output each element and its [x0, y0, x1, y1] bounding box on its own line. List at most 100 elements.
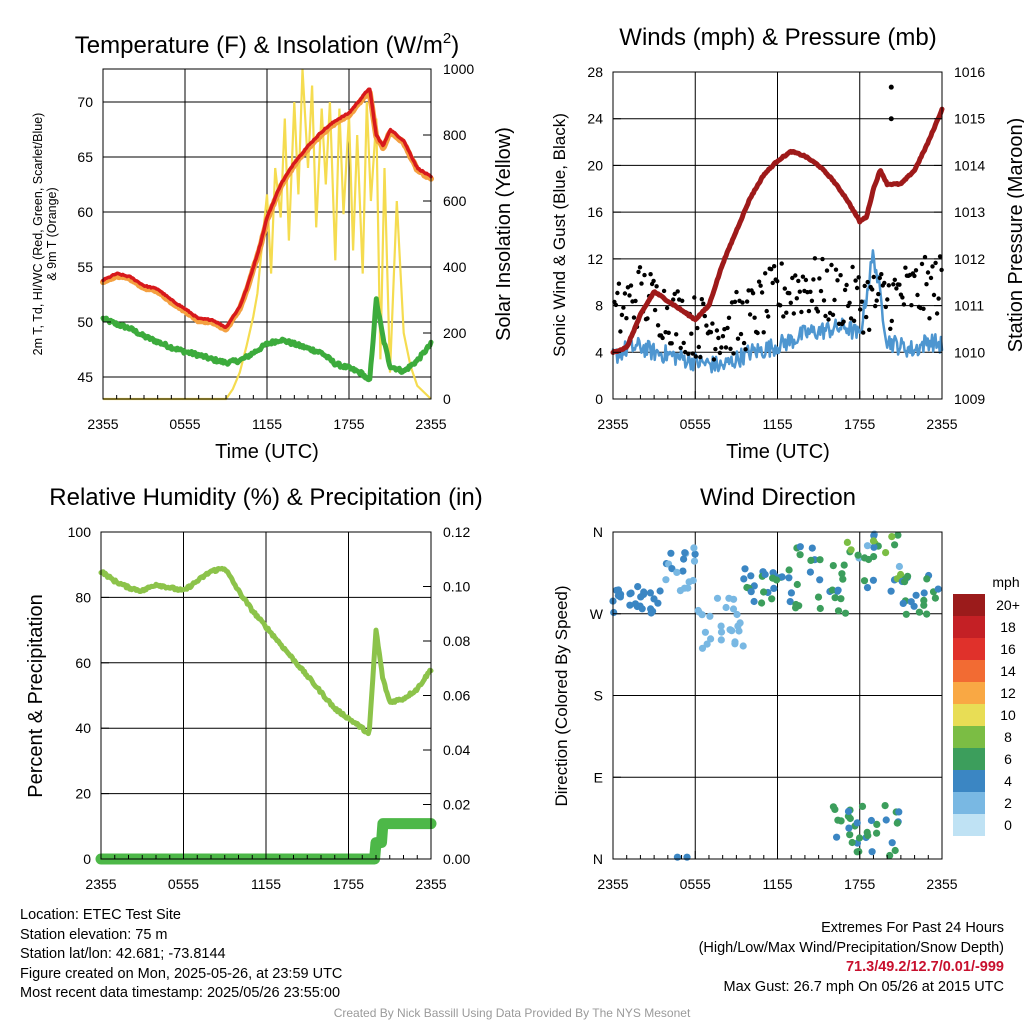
- gust-point: [820, 256, 825, 262]
- direction-point: [792, 604, 800, 612]
- gust-point: [903, 265, 908, 270]
- direction-point: [680, 555, 688, 563]
- gust-point: [744, 299, 750, 304]
- gust-point: [879, 272, 884, 277]
- speed-legend: mph 20+ 18 16 14 12 10 8 6 4 2 0: [953, 574, 1020, 836]
- direction-point: [758, 599, 766, 607]
- y-tick-label: 20: [75, 786, 91, 802]
- direction-point: [854, 551, 862, 559]
- legend-swatch: [953, 814, 985, 836]
- extremes-legend: (High/Low/Max Wind/Precipitation/Snow De…: [698, 939, 1004, 956]
- series-2m-temperature: [101, 87, 433, 330]
- gust-point: [930, 264, 935, 269]
- y-tick-label: 80: [75, 589, 91, 605]
- gust-point: [809, 298, 815, 303]
- gust-point: [799, 309, 804, 315]
- gust-point: [666, 330, 671, 335]
- direction-point: [750, 582, 758, 590]
- direction-point: [668, 565, 676, 573]
- direction-point: [886, 851, 894, 860]
- gust-point: [758, 283, 763, 288]
- direction-point: [698, 644, 707, 652]
- credit-line: Created By Nick Bassill Using Data Provi…: [333, 1006, 691, 1020]
- y-right-tick-label: 800: [443, 127, 467, 143]
- gust-point: [865, 279, 870, 285]
- recent-timestamp: Most recent data timestamp: 2025/05/26 2…: [20, 985, 341, 1002]
- gust-point: [883, 304, 888, 310]
- legend-swatch: [953, 770, 985, 792]
- gust-point: [752, 315, 757, 320]
- x-tick-label: 0555: [680, 876, 711, 892]
- gust-point: [734, 289, 739, 295]
- station-elevation: Station elevation: 75 m: [20, 926, 168, 943]
- gust-point: [615, 290, 620, 296]
- gust-point: [790, 275, 795, 281]
- gust-point: [853, 278, 858, 283]
- gust-point: [654, 284, 659, 289]
- gust-point: [693, 354, 698, 359]
- direction-point: [853, 819, 861, 827]
- gust-point: [915, 292, 920, 298]
- gust-point: [889, 318, 894, 324]
- gust-point: [714, 328, 720, 333]
- gust-point: [719, 345, 724, 350]
- gust-point: [928, 275, 934, 281]
- y-tick-label: 40: [75, 720, 91, 736]
- gust-point: [755, 330, 760, 336]
- wind-direction-panel: Wind Direction 2355 0555 1155 1755 2355 N E S W N…: [552, 484, 1020, 892]
- gust-point: [639, 281, 644, 286]
- direction-point: [796, 551, 804, 559]
- gust-point: [664, 305, 670, 311]
- gust-point: [803, 277, 809, 283]
- direction-point: [816, 604, 824, 613]
- direction-point: [614, 592, 623, 600]
- temperature-marks: [100, 68, 434, 401]
- direction-point: [673, 568, 681, 577]
- x-tick-label: 2355: [87, 416, 118, 432]
- direction-point: [855, 847, 863, 856]
- extremes-info: Extremes For Past 24 Hours (High/Low/Max…: [699, 919, 1004, 997]
- direction-point: [902, 610, 910, 618]
- direction-point: [839, 575, 847, 583]
- gust-point: [806, 308, 812, 314]
- series-relative-humidity: [98, 565, 434, 737]
- direction-point: [638, 605, 646, 613]
- direction-point: [848, 838, 856, 847]
- direction-point: [796, 543, 804, 551]
- gust-point: [764, 308, 769, 314]
- y-tick-label: 20: [587, 157, 603, 173]
- y-right-tick-label: 0.06: [443, 688, 470, 704]
- gust-point: [731, 351, 736, 356]
- gust-point: [787, 291, 792, 296]
- y-right-tick-label: 1012: [954, 251, 985, 267]
- gust-point: [832, 297, 837, 303]
- gust-point: [925, 270, 931, 275]
- y-tick-label: 0: [83, 851, 91, 867]
- gust-point: [651, 278, 656, 284]
- gust-point: [678, 345, 683, 351]
- extremes-title: Extremes For Past 24 Hours: [821, 920, 1004, 936]
- direction-point: [838, 570, 846, 578]
- y-right-tick-label: 0.08: [443, 633, 470, 649]
- winds-x-label: Time (UTC): [726, 441, 830, 463]
- y-right-tick-label: 1000: [443, 61, 474, 77]
- winds-ticks: 2355 0555 1155 1755 2355 0 4 8 12 16 20 24 28 1009 101…: [587, 64, 985, 432]
- gust-point: [743, 347, 748, 352]
- direction-point: [683, 853, 691, 861]
- direction-point: [679, 567, 687, 575]
- gust-point: [633, 298, 638, 304]
- temperature-grid: [103, 69, 431, 399]
- direction-point: [747, 572, 755, 580]
- direction-point: [768, 595, 776, 603]
- direction-point: [915, 608, 924, 616]
- gust-point: [770, 280, 775, 286]
- direction-point: [662, 576, 670, 584]
- legend-swatch: [953, 638, 985, 660]
- gust-point: [933, 260, 938, 266]
- direction-point: [739, 642, 747, 650]
- direction-point: [881, 802, 889, 810]
- y-tick-label: 100: [68, 524, 92, 540]
- direction-point: [816, 576, 824, 584]
- y-tick-label: S: [594, 688, 603, 704]
